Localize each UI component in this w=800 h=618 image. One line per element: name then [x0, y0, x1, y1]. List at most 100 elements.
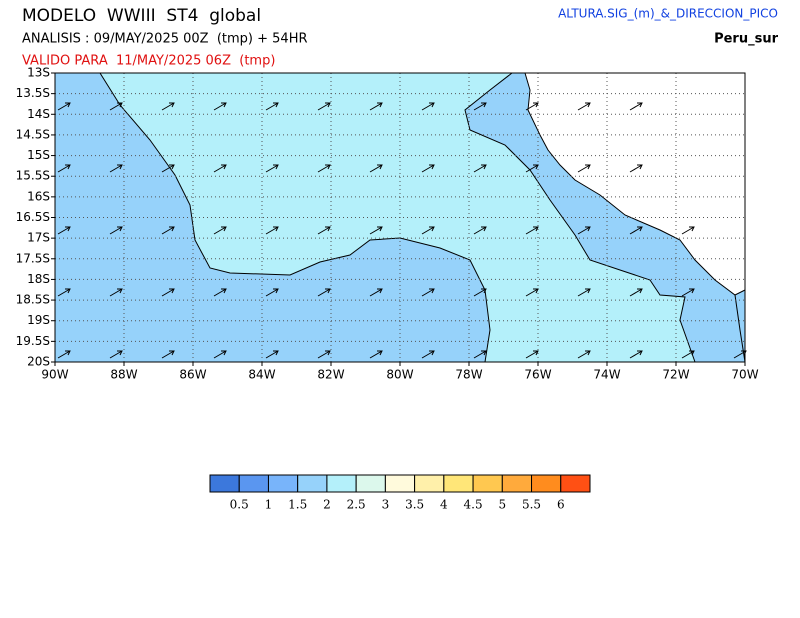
arrow	[109, 226, 123, 235]
arrow	[369, 226, 383, 235]
arrow	[213, 226, 227, 235]
arrow	[629, 350, 643, 359]
coastline	[524, 72, 746, 296]
lat-label: 14.5S	[16, 127, 50, 141]
arrow	[421, 350, 435, 359]
lat-label: 13S	[27, 66, 50, 80]
arrow	[265, 350, 279, 359]
lat-label: 19.5S	[16, 334, 50, 348]
arrow	[525, 288, 539, 297]
lat-label: 16.5S	[16, 210, 50, 224]
lat-label: 20S	[27, 355, 50, 369]
title: MODELO WWIII ST4 global	[22, 6, 261, 26]
arrow	[525, 102, 539, 111]
arrow	[421, 226, 435, 235]
colorbar-label: 0.5	[230, 498, 249, 512]
arrow	[265, 226, 279, 235]
arrow	[577, 102, 591, 111]
lat-label: 14S	[27, 107, 50, 121]
lon-label: 86W	[179, 368, 206, 382]
colorbar-label: 4.5	[464, 498, 483, 512]
colorbar-label: 5.5	[522, 498, 541, 512]
colorbar-label: 3.5	[405, 498, 424, 512]
color-swatch	[443, 474, 474, 493]
lon-label: 90W	[41, 368, 68, 382]
arrow	[57, 288, 71, 297]
analysis: ANALISIS : 09/MAY/2025 00Z (tmp) + 54HR	[22, 32, 308, 47]
arrow	[317, 226, 331, 235]
arrow	[473, 164, 487, 173]
map	[54, 72, 747, 363]
colorbar-label: 1.5	[288, 498, 307, 512]
arrow	[369, 350, 383, 359]
arrow	[57, 102, 71, 111]
arrow	[421, 102, 435, 111]
color-swatch	[472, 474, 503, 493]
color-swatch	[414, 474, 445, 493]
colorbar-label: 6	[557, 498, 565, 512]
lat-label: 19S	[27, 313, 50, 327]
arrow	[369, 164, 383, 173]
color-swatch	[326, 474, 357, 493]
color-swatch	[531, 474, 562, 493]
land	[525, 73, 745, 295]
region: Peru_sur	[714, 32, 779, 47]
arrow	[525, 226, 539, 235]
color-swatch	[560, 474, 591, 493]
color-swatch	[238, 474, 269, 493]
colorbar-label: 5	[498, 498, 506, 512]
arrow	[525, 350, 539, 359]
arrow	[161, 288, 175, 297]
arrow	[577, 350, 591, 359]
arrow	[421, 288, 435, 297]
colorbar-label: 2.5	[347, 498, 366, 512]
arrow	[57, 226, 71, 235]
arrow	[525, 164, 539, 173]
arrow	[213, 350, 227, 359]
arrow	[213, 164, 227, 173]
arrow	[317, 350, 331, 359]
lat-label: 16S	[27, 189, 50, 203]
arrow	[681, 226, 695, 235]
arrow	[681, 350, 695, 359]
arrow	[317, 288, 331, 297]
arrow	[57, 350, 71, 359]
lon-label: 70W	[731, 368, 758, 382]
arrow	[161, 164, 175, 173]
arrow	[109, 288, 123, 297]
lon-label: 74W	[593, 368, 620, 382]
lon-label: 82W	[317, 368, 344, 382]
color-swatch	[501, 474, 533, 493]
arrow	[369, 102, 383, 111]
arrow	[629, 288, 643, 297]
colorbar-label: 3	[382, 498, 390, 512]
grid	[55, 73, 745, 362]
colorbar-label: 2	[323, 498, 331, 512]
arrow	[473, 350, 487, 359]
lon-label: 76W	[524, 368, 551, 382]
arrow	[629, 226, 643, 235]
arrow	[317, 164, 331, 173]
arrow	[265, 102, 279, 111]
lat-label: 17.5S	[16, 251, 50, 265]
arrow	[421, 164, 435, 173]
lat-label: 17S	[27, 231, 50, 245]
arrow	[161, 226, 175, 235]
color-swatch	[384, 474, 416, 493]
colorbar-label: 1	[265, 498, 273, 512]
color-swatch	[267, 474, 299, 493]
lat-label: 18S	[27, 272, 50, 286]
arrows	[57, 102, 747, 359]
contour	[464, 72, 696, 363]
lon-label: 84W	[248, 368, 275, 382]
lat-label: 18.5S	[16, 293, 50, 307]
lat-label: 15S	[27, 148, 50, 162]
arrow	[109, 164, 123, 173]
color-swatch	[209, 474, 240, 493]
arrow	[109, 350, 123, 359]
lon-label: 88W	[110, 368, 137, 382]
colorbar-label: 4	[440, 498, 448, 512]
arrow	[317, 102, 331, 111]
arrow	[577, 226, 591, 235]
